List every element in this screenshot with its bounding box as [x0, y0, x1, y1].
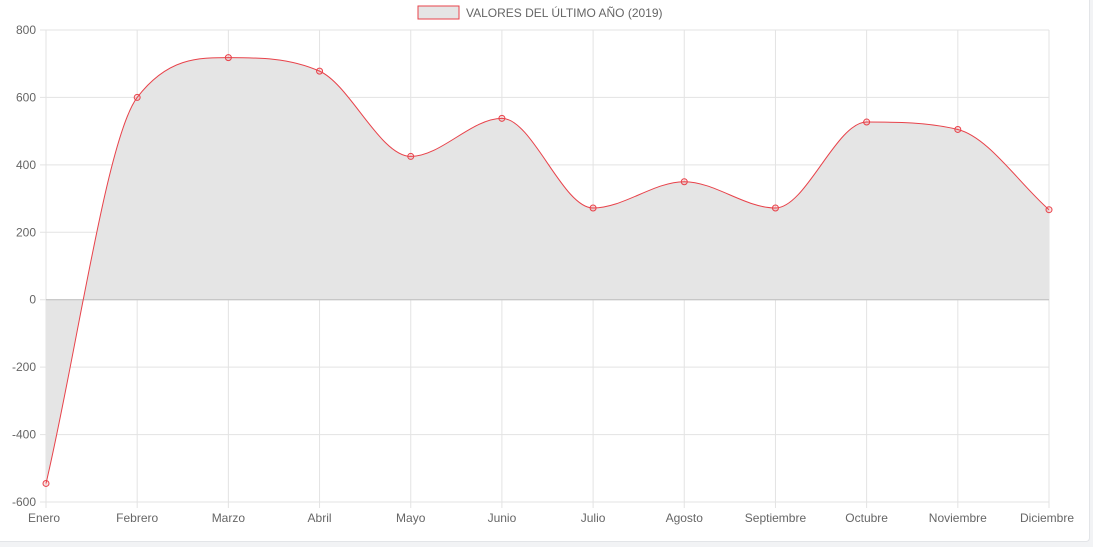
x-tick-label: Abril	[308, 511, 332, 525]
x-tick-label: Septiembre	[745, 511, 807, 525]
data-point[interactable]	[771, 204, 779, 212]
legend-swatch[interactable]	[417, 5, 460, 20]
x-tick-label: Febrero	[116, 511, 158, 525]
x-tick-label: Junio	[488, 511, 517, 525]
series-area-fill	[46, 57, 1049, 484]
x-tick-label: Diciembre	[1020, 511, 1074, 525]
x-tick-label: Octubre	[845, 511, 888, 525]
data-point[interactable]	[224, 54, 232, 62]
x-tick-label: Julio	[581, 511, 606, 525]
data-point[interactable]	[1045, 206, 1053, 214]
y-tick-label: 200	[16, 225, 36, 239]
data-point[interactable]	[42, 479, 50, 487]
y-tick-label: -600	[12, 495, 36, 509]
y-tick-label: -400	[12, 428, 36, 442]
x-tick-label: Mayo	[396, 511, 426, 525]
data-point[interactable]	[954, 125, 962, 133]
data-points	[42, 54, 1053, 487]
data-point[interactable]	[680, 178, 688, 186]
x-tick-label: Enero	[28, 511, 60, 525]
x-tick-label: Noviembre	[929, 511, 987, 525]
x-axis-ticks: Enero Febrero Marzo Abril Mayo Junio Julio Agos…	[28, 511, 1074, 525]
series-line	[45, 57, 1050, 484]
y-axis-ticks: -600 -400 -200 0 200 400 600 800	[12, 23, 36, 509]
y-tick-label: 0	[29, 293, 36, 307]
data-point[interactable]	[589, 204, 597, 212]
data-point[interactable]	[316, 67, 324, 75]
data-point[interactable]	[498, 114, 506, 122]
x-tick-label: Marzo	[212, 511, 246, 525]
y-tick-label: 400	[16, 158, 36, 172]
data-point[interactable]	[407, 152, 415, 160]
y-tick-label: -200	[12, 360, 36, 374]
data-point[interactable]	[863, 118, 871, 126]
x-tick-label: Agosto	[666, 511, 704, 525]
data-point[interactable]	[133, 93, 141, 101]
legend-label[interactable]: VALORES DEL ÚLTIMO AÑO (2019)	[466, 5, 663, 20]
legend[interactable]: VALORES DEL ÚLTIMO AÑO (2019)	[417, 5, 663, 20]
y-tick-label: 800	[16, 23, 36, 37]
y-tick-label: 600	[16, 90, 36, 104]
